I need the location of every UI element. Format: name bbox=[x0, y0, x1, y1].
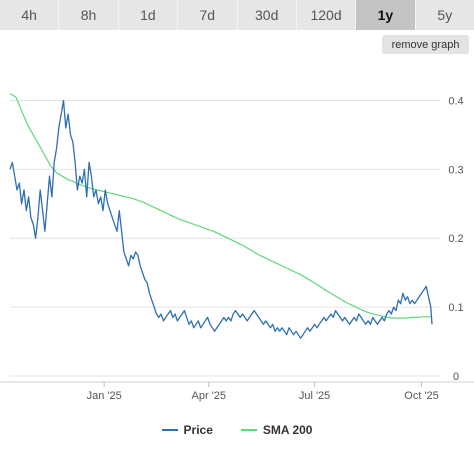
y-tick-label: 0.2 bbox=[448, 233, 463, 245]
tab-8h[interactable]: 8h bbox=[59, 0, 119, 30]
tab-120d[interactable]: 120d bbox=[296, 0, 357, 30]
x-tick-label: Apr '25 bbox=[192, 390, 227, 402]
x-tick-label: Oct '25 bbox=[404, 390, 439, 402]
tab-30d[interactable]: 30d bbox=[237, 0, 297, 30]
tab-5y[interactable]: 5y bbox=[415, 0, 474, 30]
tab-1y[interactable]: 1y bbox=[356, 0, 416, 30]
x-tick-label: Jan '25 bbox=[87, 390, 122, 402]
remove-graph-button[interactable]: remove graph bbox=[382, 35, 469, 54]
y-tick-label: 0.1 bbox=[448, 302, 463, 314]
legend-item-sma-200[interactable]: SMA 200 bbox=[240, 423, 313, 437]
tab-1d[interactable]: 1d bbox=[118, 0, 179, 30]
price-series-line bbox=[9, 99, 433, 339]
legend-swatch bbox=[240, 429, 257, 431]
tab-4h[interactable]: 4h bbox=[0, 0, 60, 30]
legend-swatch bbox=[161, 429, 178, 431]
sma-200-series-line bbox=[9, 93, 432, 319]
legend-label: Price bbox=[183, 423, 213, 437]
y-tick-label: 0 bbox=[453, 371, 459, 383]
legend-item-price[interactable]: Price bbox=[161, 423, 213, 437]
tab-7d[interactable]: 7d bbox=[178, 0, 238, 30]
chart-legend: Price SMA 200 bbox=[0, 420, 474, 440]
legend-label: SMA 200 bbox=[262, 423, 313, 437]
timeframe-tabs: 4h 8h 1d 7d 30d 120d 1y 5y bbox=[0, 0, 474, 30]
y-tick-label: 0.4 bbox=[448, 95, 463, 107]
y-tick-label: 0.3 bbox=[448, 164, 463, 176]
x-tick-label: Jul '25 bbox=[299, 390, 330, 402]
